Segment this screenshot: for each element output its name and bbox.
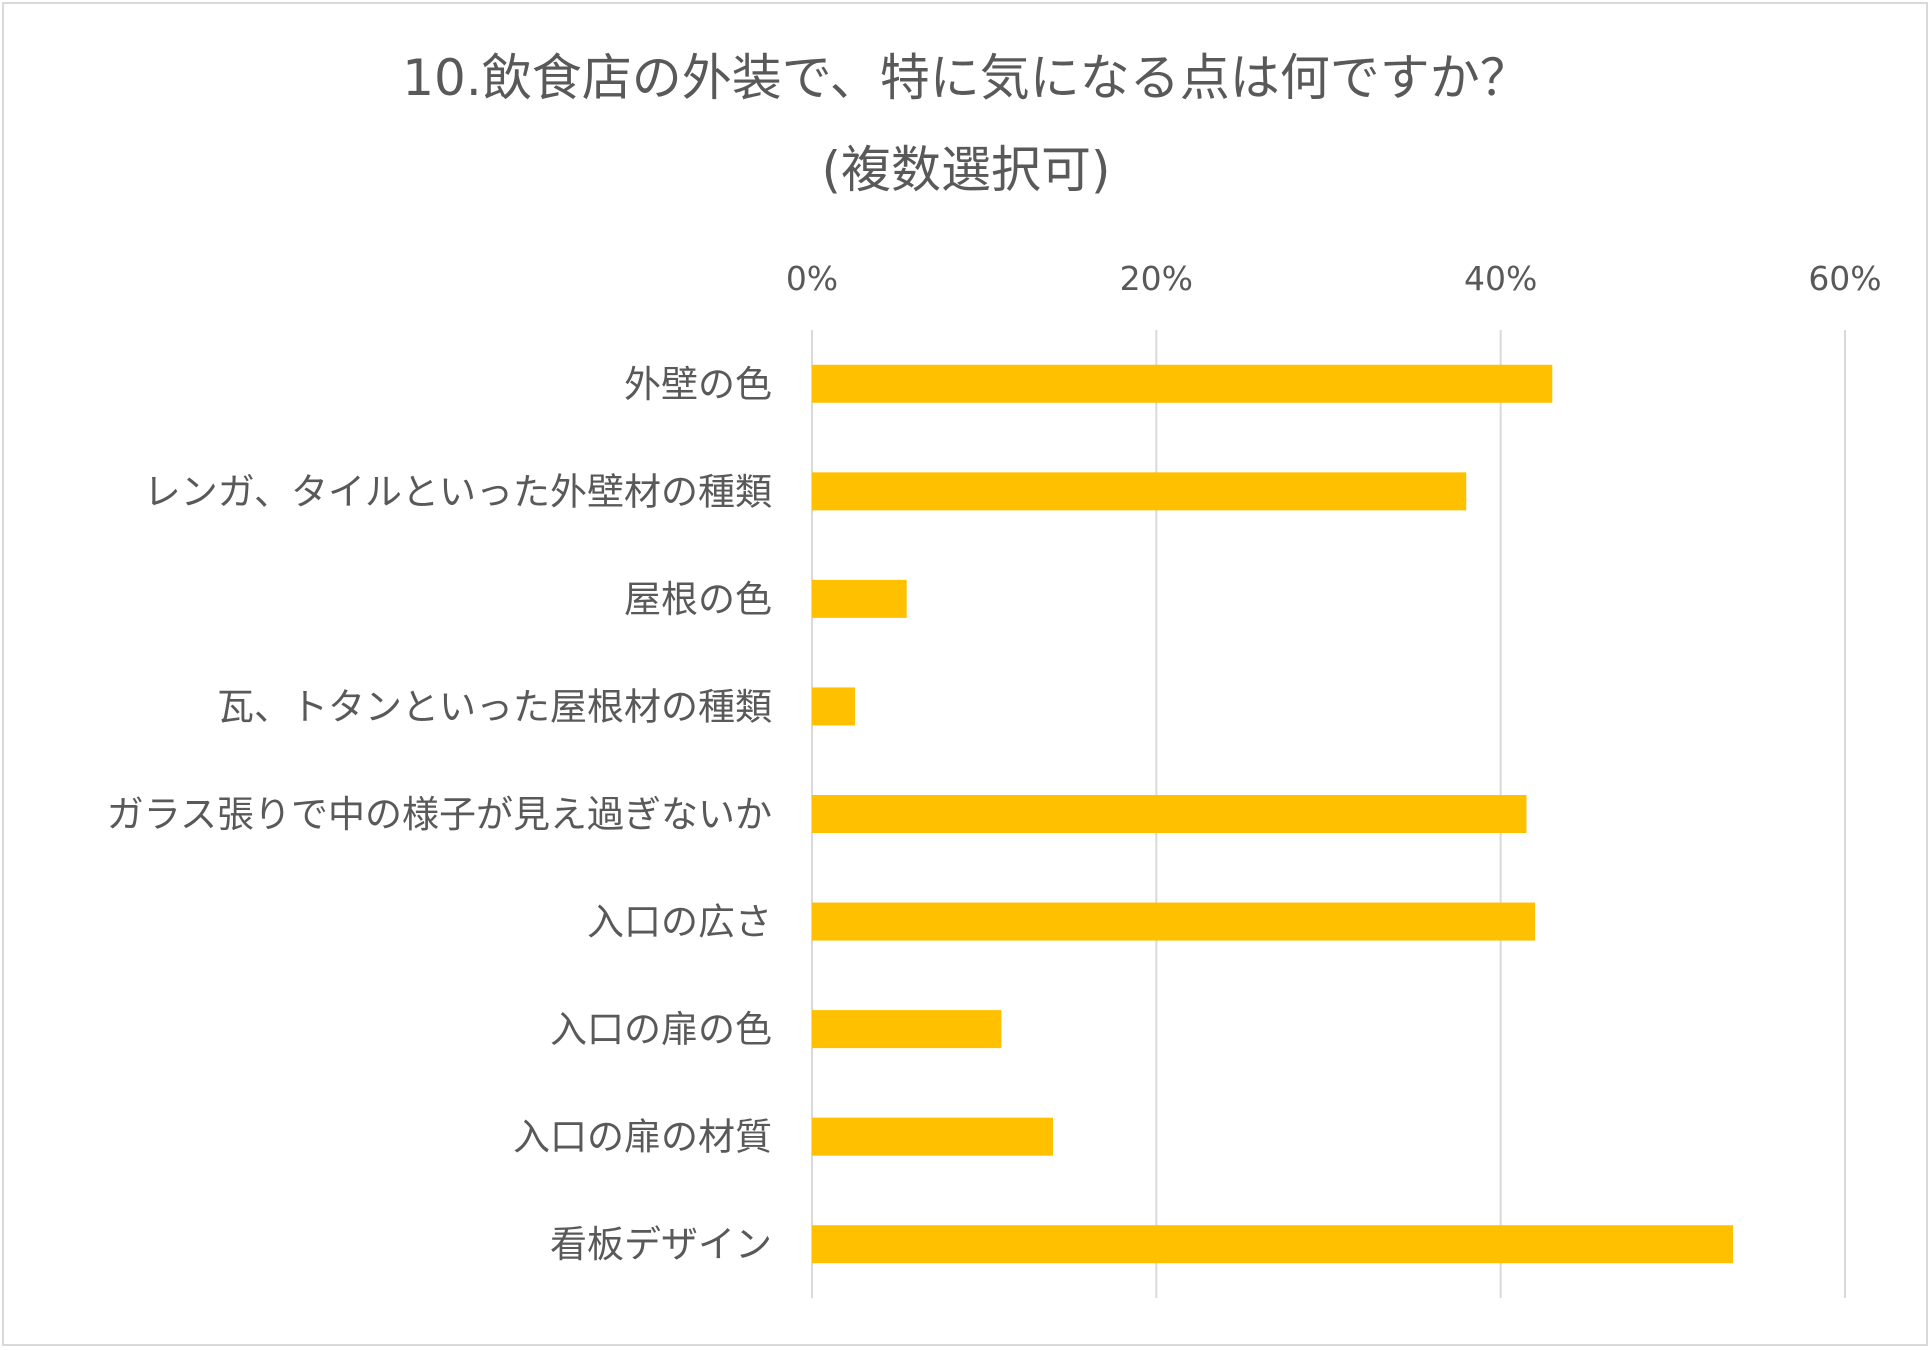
category-label: ガラス張りで中の様子が見え過ぎないか (107, 793, 772, 836)
category-label: レンガ、タイルといった外壁材の種類 (144, 470, 772, 513)
category-label: 入口の扉の材質 (513, 1116, 772, 1159)
category-label: 瓦、トタンといった屋根材の種類 (217, 685, 772, 728)
bar (812, 1010, 1002, 1049)
chart-title: 10.飲食店の外装で、特に気になる点は何ですか？ (402, 49, 1530, 107)
category-label: 看板デザイン (550, 1223, 772, 1266)
bar (812, 579, 907, 618)
chart-subtitle: (複数選択可) (821, 141, 1111, 199)
category-label: 外壁の色 (624, 363, 772, 406)
category-label: 屋根の色 (624, 578, 772, 621)
category-label: 入口の扉の色 (550, 1008, 772, 1051)
bar (812, 687, 856, 726)
bar (812, 472, 1467, 511)
category-label: 入口の広さ (587, 901, 772, 944)
x-tick-label: 0% (786, 259, 838, 298)
bar (812, 902, 1536, 941)
bar (812, 364, 1553, 403)
bar (812, 1225, 1734, 1264)
x-tick-label: 60% (1808, 259, 1881, 298)
x-tick-label: 20% (1120, 259, 1193, 298)
bar (812, 795, 1527, 833)
x-tick-label: 40% (1464, 259, 1537, 298)
bar (812, 1117, 1054, 1156)
